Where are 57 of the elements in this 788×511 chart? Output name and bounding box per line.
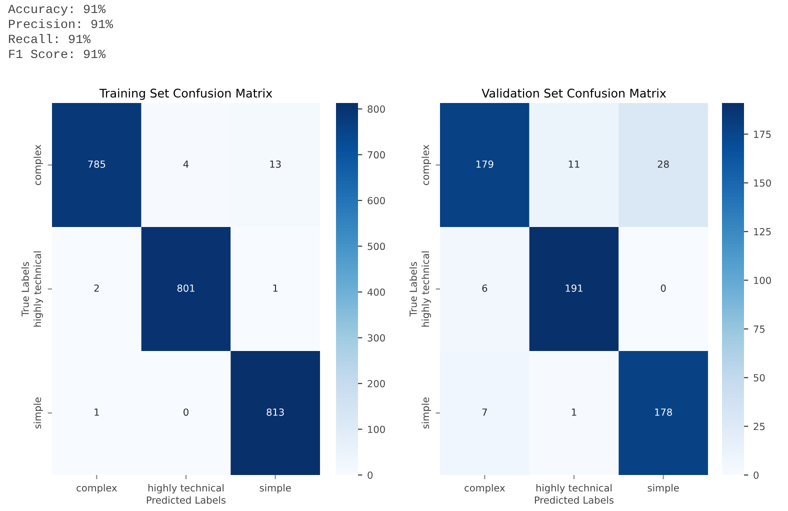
x-tick-label: highly technical xyxy=(536,484,612,494)
data-label: 801 xyxy=(177,284,194,292)
data-label: 785 xyxy=(88,160,106,168)
x-tick-label: simple xyxy=(260,484,291,494)
data-label: 28 xyxy=(658,160,669,168)
color-bar-label: 300 xyxy=(368,334,385,342)
y-tick-label: highly technical xyxy=(34,251,43,327)
color-bar-label: 125 xyxy=(754,228,771,236)
data-label: 4 xyxy=(183,160,189,168)
data-label: 11 xyxy=(568,160,580,168)
data-label: 178 xyxy=(655,408,672,416)
text: Recall: 91% xyxy=(8,34,91,44)
data-label: 1 xyxy=(94,408,99,416)
x-tick-label: simple xyxy=(648,484,679,494)
color-bar-label: 150 xyxy=(754,179,771,187)
data-label: 6 xyxy=(482,284,488,292)
text: Accuracy: 91% xyxy=(8,4,106,16)
data-label: 813 xyxy=(266,408,284,416)
text: F1 Score: 91% xyxy=(9,50,106,58)
text: Precision: 91% xyxy=(8,19,114,28)
color-bar-label: 600 xyxy=(368,196,385,204)
y-tick-label: complex xyxy=(422,144,431,186)
color-bar-label: 700 xyxy=(368,151,385,159)
color-bar-label: 0 xyxy=(368,471,373,479)
color-bar-label: 100 xyxy=(754,276,771,284)
x-axis-title: Predicted Labels xyxy=(146,496,226,504)
y-axis-title: True Labels xyxy=(21,262,29,317)
y-tick-label: highly technical xyxy=(422,251,431,327)
color-bar-label: 75 xyxy=(754,326,765,333)
color-bar-label: 800 xyxy=(368,105,385,113)
data-label: 0 xyxy=(660,284,666,292)
color-bar-label: 175 xyxy=(754,130,771,138)
color-bar-label: 25 xyxy=(754,422,765,430)
data-label: 179 xyxy=(476,160,494,168)
data-label: 1 xyxy=(273,284,278,292)
x-axis-title: Predicted Labels xyxy=(534,496,614,504)
color-bar-label: 0 xyxy=(754,471,759,479)
data-label: 2 xyxy=(94,284,99,292)
color-bar-label: 200 xyxy=(368,380,385,388)
y-tick-label: simple xyxy=(34,397,43,429)
x-tick-label: complex xyxy=(464,484,505,494)
data-label: 13 xyxy=(270,160,281,168)
y-tick-label: simple xyxy=(422,397,431,429)
color-bar-label: 400 xyxy=(368,288,385,296)
y-tick-label: complex xyxy=(34,144,43,186)
data-label: 1 xyxy=(572,408,576,416)
data-label: 0 xyxy=(184,408,188,416)
color-bar-label: 50 xyxy=(754,374,765,382)
data-label: 7 xyxy=(482,408,487,416)
chart-title: Training Set Confusion Matrix xyxy=(99,88,272,100)
data-label: 191 xyxy=(566,284,582,292)
y-axis-title: True Labels xyxy=(409,262,417,317)
x-tick-label: highly technical xyxy=(148,484,224,494)
chart-title: Validation Set Confusion Matrix xyxy=(482,88,666,98)
color-bar-label: 100 xyxy=(368,426,385,434)
color-bar-label: 500 xyxy=(368,242,385,250)
x-tick-label: complex xyxy=(76,484,117,494)
